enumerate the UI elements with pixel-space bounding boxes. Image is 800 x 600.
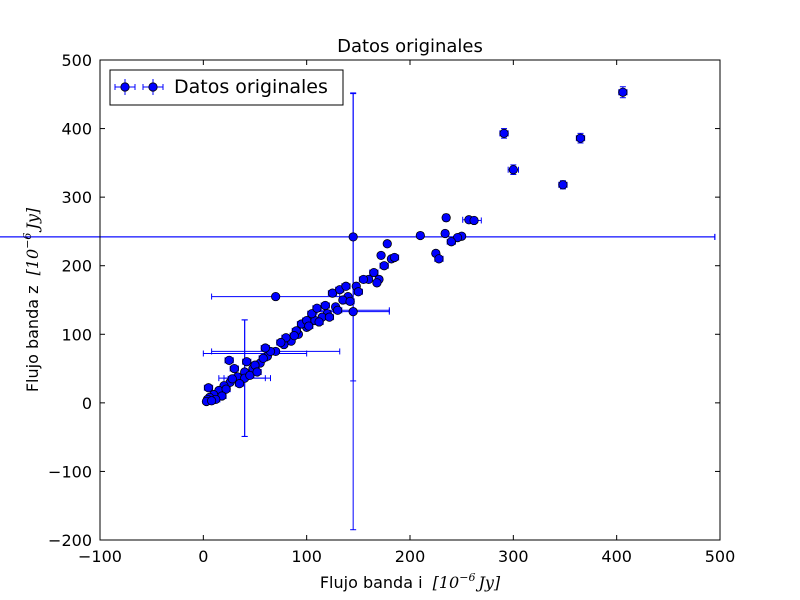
data-point bbox=[558, 180, 568, 190]
data-point bbox=[258, 353, 268, 363]
legend-label: Datos originales bbox=[174, 76, 328, 98]
x-tick-label: 200 bbox=[395, 547, 426, 566]
data-point bbox=[389, 252, 400, 263]
data-point bbox=[618, 87, 628, 97]
legend-marker bbox=[148, 82, 158, 92]
legend: Datos originales bbox=[109, 69, 344, 106]
legend-marker-icon bbox=[114, 79, 164, 95]
data-point bbox=[276, 337, 286, 348]
y-tick-label: 500 bbox=[61, 51, 92, 70]
data-point bbox=[376, 250, 386, 261]
data-point bbox=[289, 331, 299, 341]
data-point bbox=[353, 287, 363, 297]
data-point bbox=[348, 232, 358, 242]
x-tick-label: 100 bbox=[291, 547, 322, 566]
data-point bbox=[227, 374, 237, 384]
data-point bbox=[203, 383, 214, 393]
data-point bbox=[348, 307, 358, 317]
data-point bbox=[207, 396, 217, 406]
data-point bbox=[379, 261, 389, 271]
x-tick-label: 300 bbox=[498, 547, 529, 566]
data-point bbox=[242, 357, 252, 367]
axis-ticks bbox=[99, 59, 721, 541]
data-point bbox=[252, 367, 262, 377]
data-point bbox=[224, 355, 234, 365]
y-tick-label: −100 bbox=[48, 462, 92, 481]
data-point bbox=[434, 254, 444, 264]
x-tick-label: −100 bbox=[78, 547, 122, 566]
data-point bbox=[271, 291, 281, 302]
data-point bbox=[575, 133, 586, 143]
data-point bbox=[440, 228, 450, 239]
tick-labels: −100 0 100 200 300 400 500−200−100010020030040… bbox=[48, 51, 735, 566]
y-tick-label: 100 bbox=[61, 325, 92, 344]
x-axis-unit-exp: −6 bbox=[459, 571, 475, 584]
data-point bbox=[320, 300, 330, 311]
legend-marker bbox=[120, 82, 130, 92]
data-point bbox=[304, 321, 314, 331]
data-point bbox=[333, 305, 343, 315]
x-axis-unit-tail: Jy] bbox=[475, 573, 500, 592]
data-point bbox=[260, 343, 270, 353]
x-axis-label: Flujo banda i [10−6 Jy] bbox=[320, 571, 501, 592]
y-tick-label: −200 bbox=[48, 531, 92, 550]
y-tick-label: 200 bbox=[61, 257, 92, 276]
data-point bbox=[441, 213, 451, 223]
data-point bbox=[234, 379, 245, 389]
x-tick-label: 500 bbox=[705, 547, 736, 566]
x-tick-label: 400 bbox=[601, 547, 632, 566]
y-tick-label: 0 bbox=[82, 394, 92, 413]
data-point bbox=[221, 384, 231, 394]
data-point bbox=[372, 278, 382, 288]
data-point bbox=[415, 230, 425, 241]
y-axis-unit-tail: Jy] bbox=[23, 207, 42, 232]
data-point bbox=[358, 274, 369, 285]
chart-title: Datos originales bbox=[337, 36, 483, 57]
data-point bbox=[508, 165, 518, 175]
y-tick-label: 300 bbox=[61, 188, 92, 207]
x-axis-label-text: Flujo banda i bbox=[320, 573, 423, 592]
data-point bbox=[345, 296, 355, 306]
data-point bbox=[369, 267, 379, 278]
y-axis-unit: [10 bbox=[23, 249, 42, 276]
data-point bbox=[314, 317, 324, 327]
data-point bbox=[446, 237, 456, 247]
data-markers bbox=[201, 87, 628, 407]
y-axis-unit-exp: −6 bbox=[21, 233, 34, 249]
data-point bbox=[312, 303, 322, 313]
y-axis-label: Flujo banda z [10−6Jy] bbox=[21, 207, 42, 392]
x-axis-unit: [10 bbox=[433, 573, 460, 592]
x-tick-label: 0 bbox=[198, 547, 208, 566]
y-axis-label-text: Flujo banda z bbox=[23, 285, 42, 392]
data-point bbox=[469, 215, 479, 226]
y-tick-label: 400 bbox=[61, 120, 92, 139]
data-point bbox=[229, 363, 239, 374]
data-point bbox=[499, 128, 509, 138]
data-point bbox=[324, 312, 334, 322]
data-point bbox=[341, 281, 351, 291]
data-point bbox=[382, 239, 392, 249]
